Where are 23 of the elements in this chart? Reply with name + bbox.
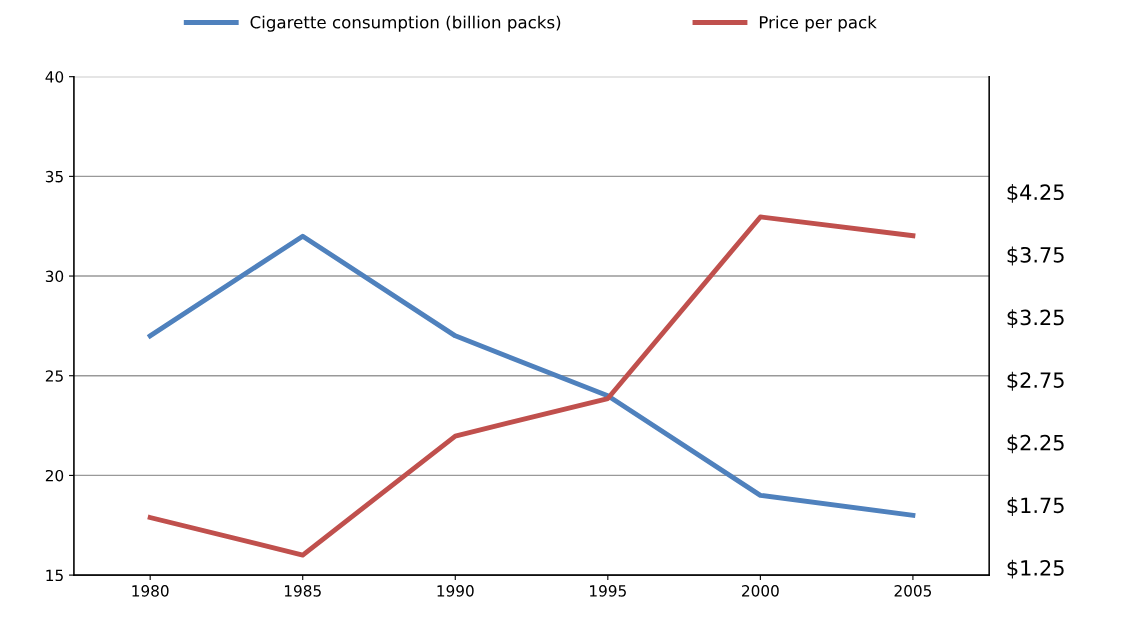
line-series — [147, 214, 916, 558]
x-tick-label: 2000 — [742, 585, 779, 597]
x-tick-label: 1985 — [284, 585, 321, 597]
y-tick-label: 35 — [45, 170, 63, 183]
y2-tick-label: $1.75 — [1007, 497, 1064, 516]
legend-label: Price per pack — [759, 15, 877, 32]
y-tick-label: 25 — [45, 370, 63, 382]
y-tick-label: 30 — [45, 270, 64, 283]
y-tick-label: 40 — [45, 71, 64, 83]
y-tick-label: 20 — [45, 469, 64, 482]
y2-tick-label: $3.25 — [1007, 309, 1064, 329]
x-tick-label: 1995 — [590, 585, 626, 597]
x-tick-label: 1980 — [132, 585, 169, 597]
x-tick-label: 2005 — [894, 585, 932, 597]
y2-tick-label: $1.25 — [1007, 559, 1064, 579]
line-series — [147, 233, 916, 518]
y2-tick-label: $2.25 — [1007, 434, 1064, 454]
y2-tick-label: $4.25 — [1007, 183, 1064, 203]
y2-tick-label: $3.75 — [1007, 246, 1064, 266]
y-tick-label: 15 — [46, 569, 63, 582]
y2-tick-label: $2.75 — [1007, 371, 1064, 391]
legend-label: Cigarette consumption (billion packs) — [250, 15, 561, 32]
x-tick-label: 1990 — [437, 585, 474, 597]
